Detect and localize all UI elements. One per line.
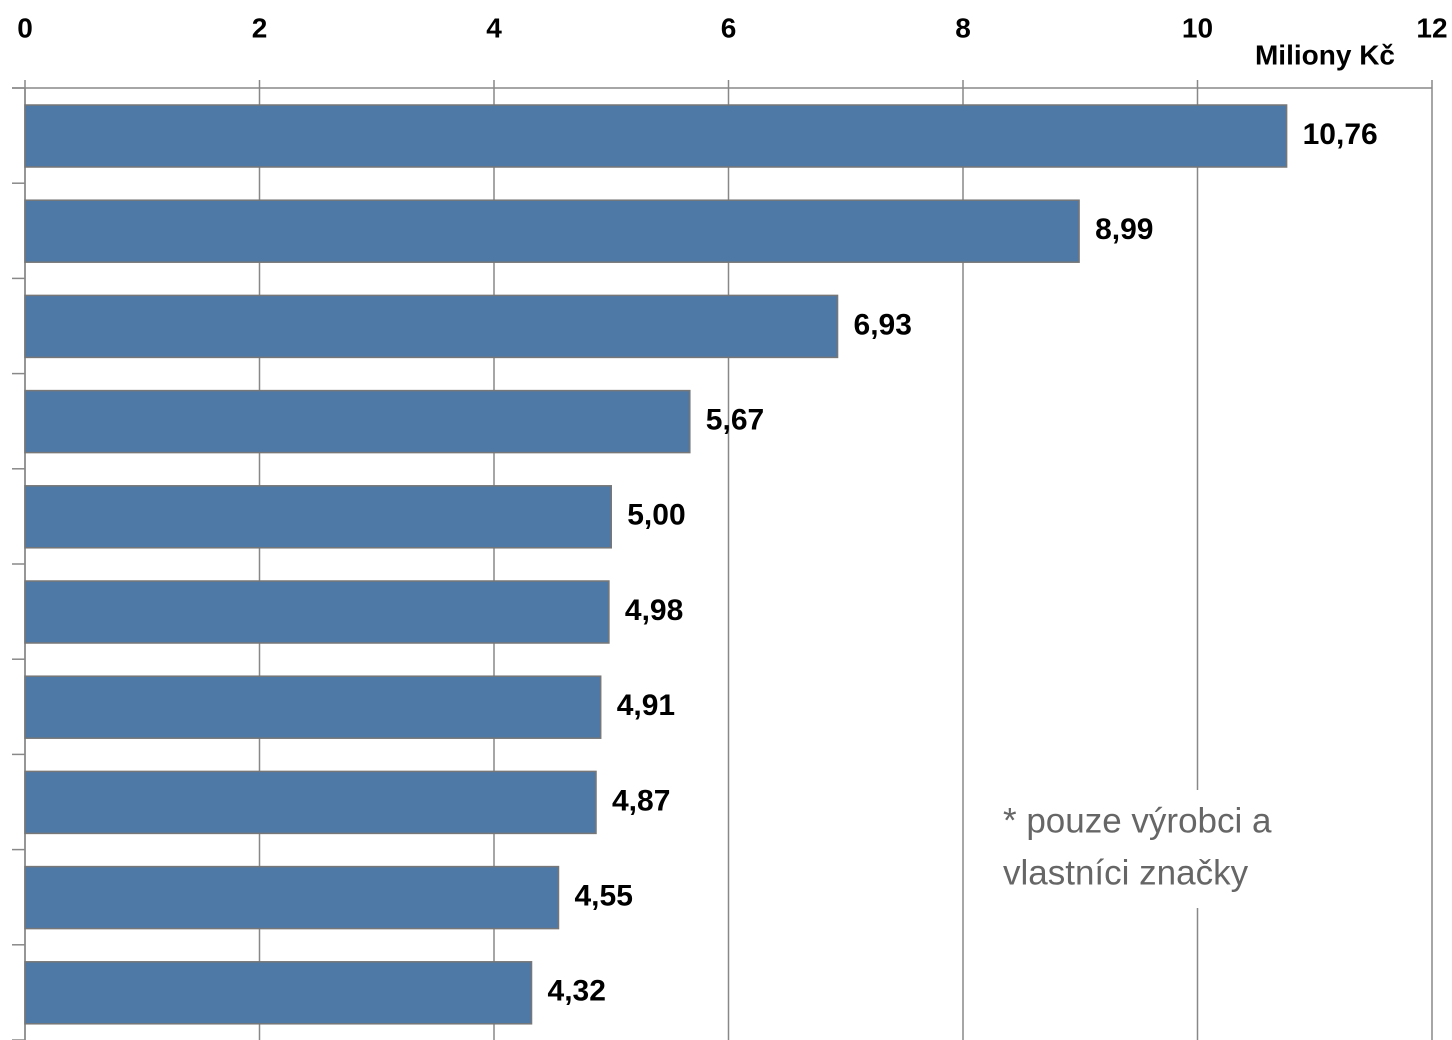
annotation: * pouze výrobci a <box>1003 801 1272 840</box>
bar <box>24 580 610 644</box>
x-tick-label: 10 <box>1182 12 1213 43</box>
bar <box>24 104 1288 168</box>
x-tick-label: 2 <box>252 12 268 43</box>
bar <box>24 770 597 835</box>
value-label: 5,67 <box>706 404 764 437</box>
value-label: 8,99 <box>1095 213 1153 246</box>
x-tick-label: 12 <box>1416 12 1447 43</box>
annotation-box <box>995 790 1315 908</box>
bar <box>24 865 560 930</box>
x-tick-label: 4 <box>486 12 502 43</box>
value-label: 4,87 <box>612 784 670 817</box>
bar <box>24 199 1080 263</box>
annotation: vlastníci značky <box>1003 853 1249 892</box>
value-label: 6,93 <box>854 308 912 341</box>
x-axis-label: Miliony Kč <box>1255 39 1395 70</box>
value-label: 4,55 <box>574 880 632 913</box>
value-label: 5,00 <box>627 499 685 532</box>
value-label: 4,98 <box>625 594 683 627</box>
bar <box>24 961 533 1025</box>
bar <box>24 389 691 454</box>
bar <box>24 294 839 359</box>
bar <box>24 675 602 739</box>
bar <box>24 485 612 549</box>
x-tick-label: 6 <box>721 12 737 43</box>
value-label: 4,32 <box>548 975 606 1008</box>
value-label: 10,76 <box>1303 118 1378 151</box>
x-tick-label: 0 <box>17 12 33 43</box>
value-label: 4,91 <box>617 689 675 722</box>
x-tick-label: 8 <box>955 12 971 43</box>
